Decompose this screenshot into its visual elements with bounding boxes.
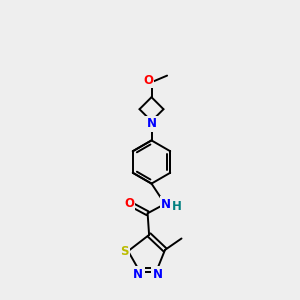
Text: O: O (143, 74, 153, 87)
Text: N: N (133, 268, 143, 281)
Text: N: N (152, 268, 163, 281)
Text: O: O (124, 197, 134, 210)
Text: N: N (161, 198, 171, 211)
Text: H: H (172, 200, 181, 213)
Text: N: N (146, 117, 157, 130)
Text: S: S (120, 244, 128, 258)
